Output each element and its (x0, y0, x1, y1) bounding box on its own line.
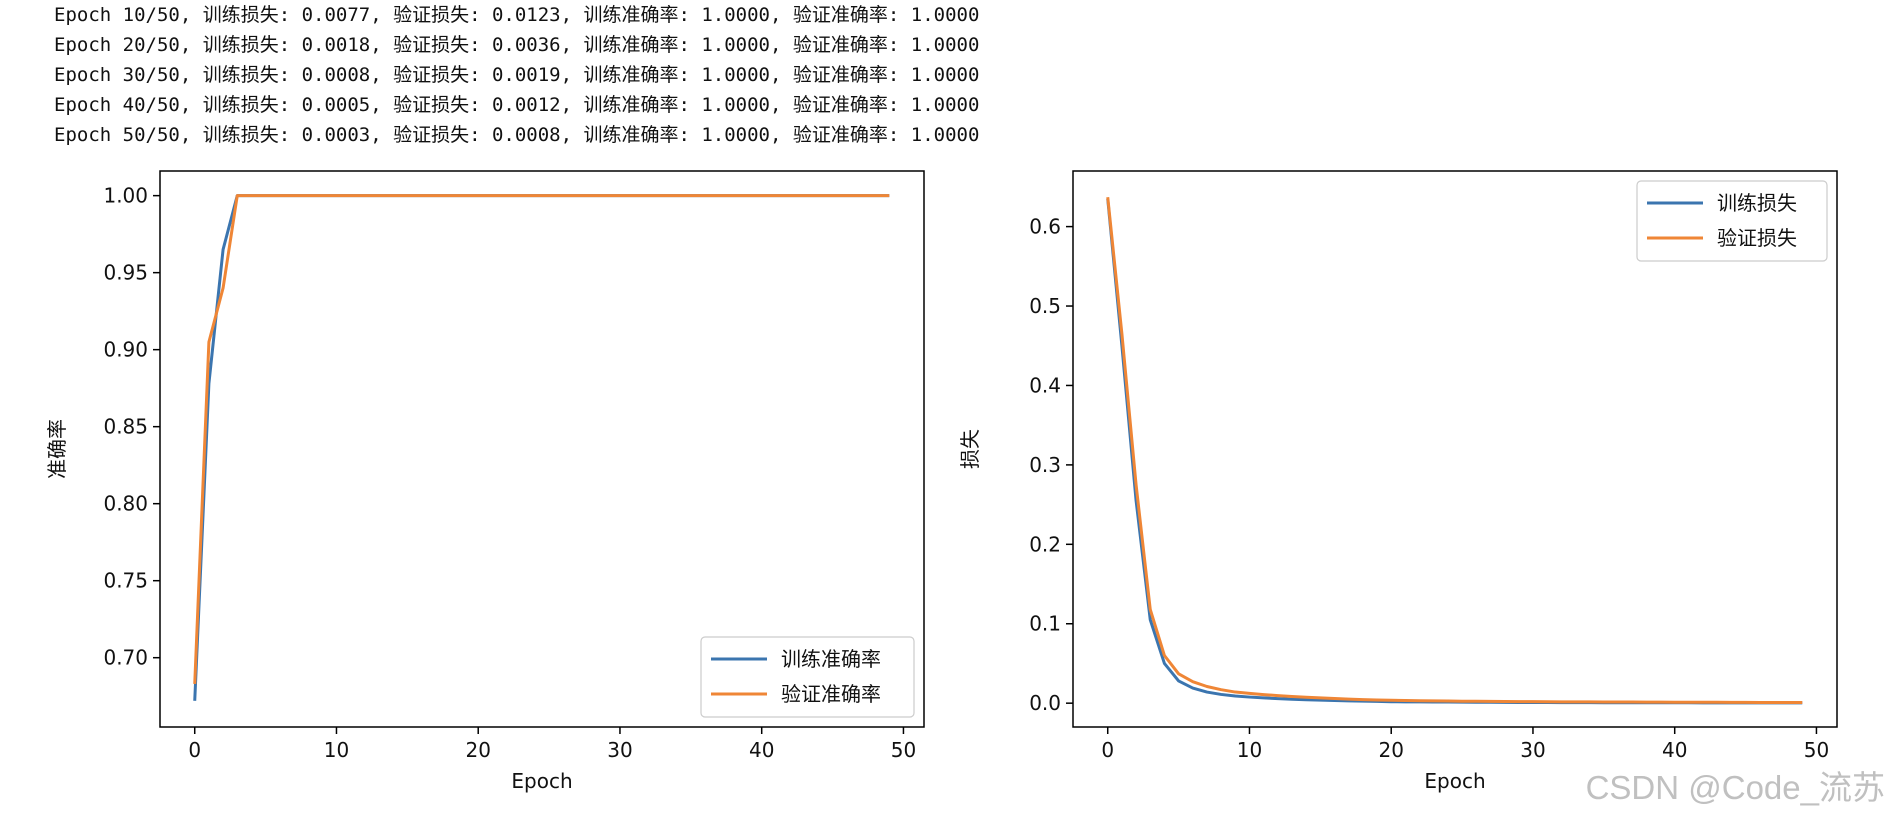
y-tick-label: 0.80 (103, 492, 148, 516)
x-tick-label: 30 (1520, 738, 1545, 762)
y-tick-label: 0.85 (103, 415, 148, 439)
x-tick-label: 20 (1378, 738, 1403, 762)
log-line: Epoch 40/50, 训练损失: 0.0005, 验证损失: 0.0012,… (54, 94, 980, 116)
x-tick-label: 10 (324, 738, 349, 762)
y-tick-label: 0.0 (1029, 691, 1061, 715)
x-tick-label: 50 (1804, 738, 1829, 762)
x-tick-label: 40 (1662, 738, 1687, 762)
y-tick-label: 0.95 (103, 261, 148, 285)
log-line: Epoch 50/50, 训练损失: 0.0003, 验证损失: 0.0008,… (54, 124, 980, 146)
x-tick-label: 20 (465, 738, 490, 762)
y-tick-label: 0.5 (1029, 294, 1061, 318)
y-tick-label: 0.3 (1029, 453, 1061, 477)
chart-2: 0 10 20 30 40 50 0.0 0.1 0.2 0.3 0.4 0.5 0.6 Epoch 损失 训… (958, 170, 1838, 793)
log-line: Epoch 10/50, 训练损失: 0.0077, 验证损失: 0.0123,… (54, 4, 980, 26)
y-tick-label: 0.6 (1029, 215, 1061, 239)
plot-frame (159, 170, 925, 728)
legend-label: 训练损失 (1717, 191, 1797, 215)
x-tick-label: 10 (1237, 738, 1262, 762)
x-tick-label: 30 (607, 738, 632, 762)
log-line: Epoch 20/50, 训练损失: 0.0018, 验证损失: 0.0036,… (54, 34, 980, 56)
chart-1: 0 10 20 30 40 50 0.70 0.75 0.80 0.85 0.90 0.95 1.00 E… (45, 170, 925, 793)
series-line (193, 194, 890, 701)
legend-label: 验证准确率 (781, 682, 881, 706)
series-line (1106, 198, 1803, 705)
y-tick-label: 0.70 (103, 646, 148, 670)
log-line: Epoch 30/50, 训练损失: 0.0008, 验证损失: 0.0019,… (54, 64, 980, 86)
y-tick-label: 0.1 (1029, 612, 1061, 636)
y-axis-label: 损失 (958, 429, 982, 469)
x-tick-label: 0 (188, 738, 201, 762)
x-axis-label: Epoch (511, 769, 572, 793)
legend-box (1636, 180, 1828, 262)
series-line (1106, 197, 1803, 705)
y-tick-label: 0.4 (1029, 373, 1061, 397)
x-tick-label: 0 (1101, 738, 1114, 762)
y-tick-label: 0.2 (1029, 532, 1061, 556)
watermark: CSDN @Code_流苏 (1585, 769, 1885, 806)
plot-frame (1072, 170, 1838, 728)
training-log: Epoch 10/50, 训练损失: 0.0077, 验证损失: 0.0123,… (54, 0, 979, 150)
x-tick-label: 40 (749, 738, 774, 762)
legend-box (700, 636, 915, 718)
legend-label: 验证损失 (1717, 226, 1797, 250)
y-tick-label: 0.90 (103, 338, 148, 362)
x-tick-label: 50 (891, 738, 916, 762)
series-line (193, 194, 890, 684)
legend-label: 训练准确率 (781, 647, 881, 671)
y-tick-label: 1.00 (103, 184, 148, 208)
x-axis-label: Epoch (1424, 769, 1485, 793)
y-tick-label: 0.75 (103, 569, 148, 593)
y-axis-label: 准确率 (45, 419, 69, 479)
